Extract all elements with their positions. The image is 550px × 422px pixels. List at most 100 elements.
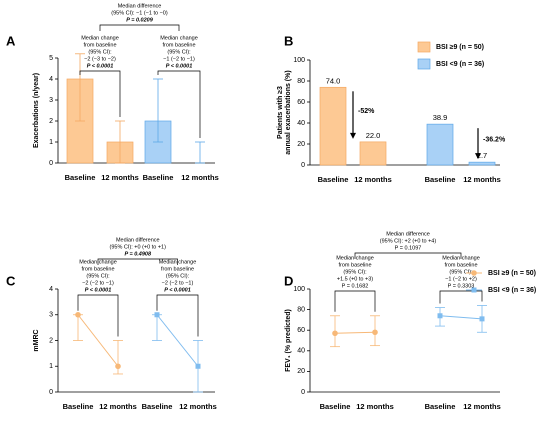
bar <box>468 161 496 166</box>
bracket <box>79 70 121 117</box>
data-label: 38.9 <box>433 113 448 122</box>
y-tick-label: 0 <box>301 162 305 169</box>
legend-label: BSI ≥9 (n = 50) <box>488 270 536 277</box>
change-annotation: −1 (−2 to +2) <box>445 276 477 282</box>
difference-annotation: P = 0.1097 <box>395 245 422 251</box>
x-tick-label: 12 months <box>179 402 217 411</box>
y-tick-label: 0 <box>49 160 53 167</box>
x-tick-label: Baseline <box>320 402 351 411</box>
y-axis-label: FEV₁ (% predicted) <box>285 309 292 372</box>
change-annotation: P < 0.0001 <box>166 63 193 69</box>
x-tick-label: 12 months <box>356 402 394 411</box>
y-tick-label: 2 <box>49 337 53 344</box>
marker <box>332 330 338 337</box>
y-tick-label: 0 <box>49 389 53 396</box>
y-tick-label: 3 <box>49 97 53 104</box>
bracket <box>99 24 180 31</box>
legend-swatch <box>417 41 431 53</box>
bar <box>426 123 454 166</box>
y-tick-label: 80 <box>297 306 305 313</box>
change-annotation: P = 0.3303 <box>448 283 475 289</box>
y-tick-label: 1 <box>49 139 53 146</box>
y-axis-label: annual exacerbations (%) <box>285 70 292 154</box>
panel-label: A <box>6 33 16 48</box>
y-tick-label: 4 <box>49 76 53 83</box>
change-annotation: −1 (−2 to −1) <box>163 56 195 62</box>
marker <box>479 316 485 322</box>
change-annotation: P < 0.0001 <box>164 287 191 293</box>
y-tick-label: 2 <box>49 118 53 125</box>
bracket <box>439 290 483 304</box>
x-tick-label: Baseline <box>65 173 96 182</box>
panel-label: C <box>6 273 16 288</box>
y-tick-label: 80 <box>297 78 305 85</box>
difference-annotation: Median difference <box>118 3 162 9</box>
bracket <box>157 70 201 138</box>
series-line <box>334 331 376 334</box>
marker <box>154 312 160 318</box>
data-label: 22.0 <box>366 131 381 140</box>
marker <box>115 363 121 370</box>
bracket <box>97 258 178 265</box>
x-tick-label: 12 months <box>101 173 139 182</box>
difference-annotation: Median difference <box>386 231 430 237</box>
difference-annotation: P = 0.0209 <box>126 17 153 23</box>
y-tick-label: 4 <box>49 286 53 293</box>
change-annotation: from baseline <box>444 262 477 268</box>
change-annotation: Median change <box>81 35 119 41</box>
x-tick-label: Baseline <box>143 173 174 182</box>
y-tick-label: 100 <box>293 286 305 293</box>
legend-swatch <box>417 58 431 70</box>
y-tick-label: 100 <box>293 57 305 64</box>
series-line <box>439 315 483 320</box>
y-tick-label: 20 <box>297 141 305 148</box>
y-tick-label: 1 <box>49 363 53 370</box>
error-bar <box>195 141 205 164</box>
bracket <box>156 294 199 337</box>
series-line <box>77 314 119 367</box>
x-tick-label: Baseline <box>318 175 349 184</box>
change-annotation: (95% CI): <box>449 269 473 275</box>
difference-annotation: (95% CI): +0 (+0 to +1) <box>110 244 167 250</box>
change-annotation: (95% CI): <box>86 273 110 279</box>
change-annotation: (95% CI): <box>343 269 367 275</box>
x-tick-label: 12 months <box>463 402 501 411</box>
bracket <box>334 290 376 312</box>
arrow-head <box>475 153 481 160</box>
legend-marker <box>471 287 477 293</box>
error-bar <box>115 120 125 164</box>
x-tick-label: Baseline <box>425 402 456 411</box>
change-annotation: Median change <box>160 35 198 41</box>
y-tick-label: 60 <box>297 99 305 106</box>
y-tick-label: 3 <box>49 312 53 319</box>
y-tick-label: 20 <box>297 368 305 375</box>
change-annotation: from baseline <box>81 266 114 272</box>
legend-label: BSI <9 (n = 36) <box>488 287 536 294</box>
change-label: -36.2% <box>483 137 506 144</box>
change-annotation: P = 0.1682 <box>342 283 369 289</box>
bar <box>359 141 387 166</box>
panel-label: D <box>284 273 293 288</box>
bar <box>319 86 347 166</box>
change-annotation: from baseline <box>161 266 194 272</box>
marker <box>437 313 443 319</box>
x-tick-label: Baseline <box>63 402 94 411</box>
y-tick-label: 40 <box>297 120 305 127</box>
error-bar <box>153 78 163 143</box>
change-annotation: P < 0.0001 <box>85 287 112 293</box>
change-annotation: from baseline <box>338 262 371 268</box>
difference-annotation: Median difference <box>116 237 160 243</box>
change-annotation: (95% CI): <box>88 49 112 55</box>
y-tick-label: 60 <box>297 327 305 334</box>
y-axis-label: Exacerbations (n/year) <box>33 73 40 148</box>
x-tick-label: Baseline <box>142 402 173 411</box>
data-label: 74.0 <box>326 76 341 85</box>
change-label: -52% <box>358 108 375 115</box>
difference-annotation: P = 0.4908 <box>124 251 151 257</box>
x-tick-label: 12 months <box>463 175 501 184</box>
change-annotation: P < 0.0001 <box>87 63 114 69</box>
marker <box>372 329 378 336</box>
legend-marker <box>471 270 477 276</box>
change-annotation: −2 (−2 to −1) <box>82 280 114 286</box>
